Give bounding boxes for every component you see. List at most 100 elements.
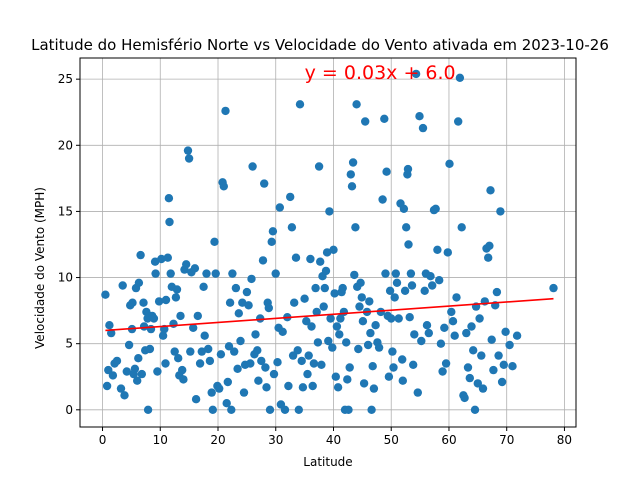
data-point <box>382 167 391 176</box>
data-point <box>415 112 424 121</box>
data-point <box>221 106 230 116</box>
data-point <box>231 283 241 293</box>
data-point <box>348 158 358 167</box>
data-point <box>368 362 377 371</box>
data-point <box>420 286 429 295</box>
data-point <box>330 289 339 298</box>
x-tick-label: 50 <box>384 433 399 447</box>
data-point <box>351 223 360 232</box>
data-point <box>424 328 433 338</box>
data-point <box>311 283 320 293</box>
data-point <box>469 346 478 355</box>
data-point <box>400 286 410 295</box>
data-point <box>122 367 131 376</box>
data-point <box>378 195 387 204</box>
data-point <box>398 376 407 385</box>
data-point <box>441 359 451 368</box>
data-point <box>134 354 143 363</box>
data-point <box>501 327 510 336</box>
data-point <box>308 381 317 391</box>
data-point <box>403 164 413 174</box>
data-point <box>286 192 295 202</box>
data-point <box>436 339 446 348</box>
data-point <box>387 314 396 323</box>
data-point <box>120 391 129 400</box>
data-point <box>260 179 269 188</box>
data-point <box>549 283 558 293</box>
data-point <box>413 388 422 397</box>
x-tick-label: 80 <box>557 433 572 447</box>
data-point <box>470 405 480 414</box>
x-tick-label: 70 <box>499 433 514 447</box>
data-point <box>273 358 282 367</box>
data-point <box>463 363 473 372</box>
x-tick-label: 60 <box>441 433 456 447</box>
data-point <box>116 384 126 393</box>
data-point <box>448 317 458 326</box>
data-point <box>326 314 335 323</box>
data-point <box>447 307 456 317</box>
data-point <box>304 351 313 360</box>
y-axis-ticks: 0 5 10 15 20 25 <box>58 72 80 417</box>
x-tick-label: 10 <box>153 433 168 447</box>
data-point <box>328 343 337 352</box>
data-point <box>202 269 211 278</box>
data-point <box>295 100 305 109</box>
data-point <box>105 321 114 330</box>
data-point <box>462 328 471 338</box>
data-point <box>151 269 160 278</box>
data-point <box>358 317 368 326</box>
data-point <box>325 207 334 216</box>
data-point <box>344 405 353 414</box>
data-point <box>298 383 308 392</box>
data-point <box>287 223 297 232</box>
data-point <box>134 278 144 287</box>
data-point <box>264 303 273 313</box>
data-point <box>242 287 252 297</box>
data-point <box>347 182 357 191</box>
data-point <box>230 347 239 356</box>
data-point <box>233 364 242 373</box>
data-point <box>505 340 514 350</box>
data-point <box>176 311 185 321</box>
data-point <box>359 379 369 388</box>
data-point <box>422 321 432 330</box>
y-tick-label: 15 <box>58 204 73 218</box>
x-axis-label: Latitude <box>303 455 352 469</box>
data-point <box>398 355 407 364</box>
data-point <box>195 359 205 368</box>
data-point <box>316 257 325 266</box>
data-point <box>332 322 342 331</box>
data-point <box>211 269 220 278</box>
data-point <box>410 330 419 339</box>
regression-line-segment <box>105 297 554 332</box>
data-point <box>417 336 426 346</box>
data-point <box>350 270 359 280</box>
data-point <box>484 253 493 262</box>
data-point <box>385 286 395 295</box>
data-point <box>354 344 363 354</box>
data-point <box>166 269 175 278</box>
data-point <box>388 347 397 356</box>
data-point <box>210 237 219 246</box>
data-point <box>455 73 465 83</box>
data-point <box>238 298 247 307</box>
data-point <box>356 278 365 287</box>
data-point <box>329 245 338 254</box>
data-point <box>254 376 263 385</box>
data-point <box>411 69 421 79</box>
data-point <box>307 322 316 331</box>
y-axis-label: Velocidade do Vento (MPH) <box>33 187 47 349</box>
data-point <box>381 269 390 278</box>
data-point <box>261 363 270 372</box>
data-point <box>284 381 293 391</box>
data-point <box>248 162 257 171</box>
data-point <box>256 314 265 323</box>
data-point <box>321 266 331 276</box>
data-point <box>392 278 402 287</box>
data-point <box>290 298 299 307</box>
data-point <box>183 146 193 155</box>
data-point <box>445 159 454 168</box>
data-point <box>208 405 217 414</box>
data-point <box>184 154 194 163</box>
